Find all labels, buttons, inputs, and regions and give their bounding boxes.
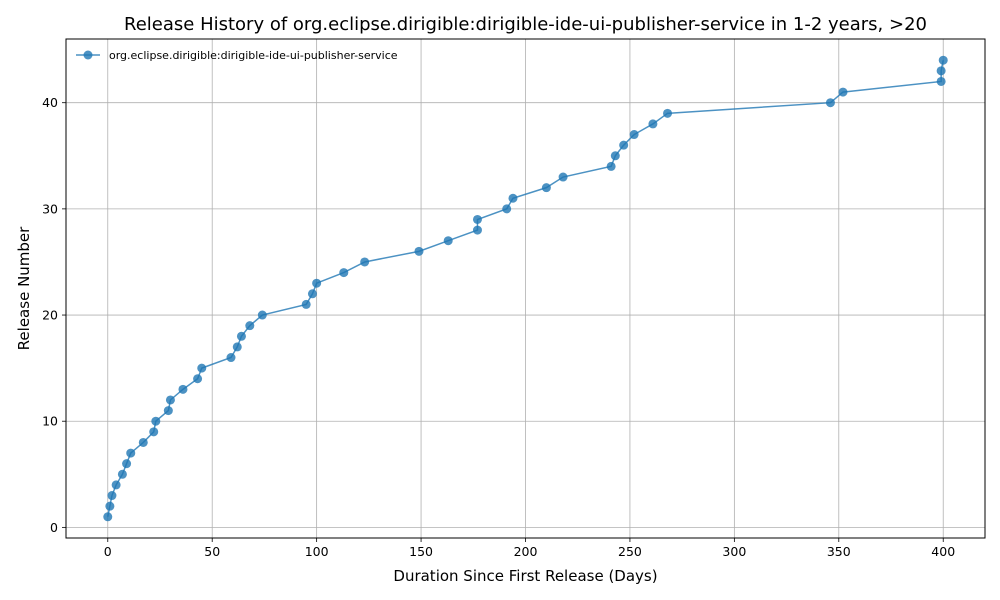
y-axis-label: Release Number (15, 226, 33, 350)
data-point (236, 331, 246, 341)
tick-layer: 0 50 100 150 200 250 300 350 400 0 10 20 30 40 (42, 95, 955, 559)
data-point (165, 395, 175, 405)
x-tick-label: 150 (409, 544, 433, 559)
data-point (226, 353, 236, 363)
data-point (339, 268, 349, 278)
data-point (107, 491, 117, 501)
data-point (838, 87, 848, 97)
data-point (541, 183, 551, 193)
legend-label: org.eclipse.dirigible:dirigible-ide-ui-p… (109, 49, 398, 62)
x-tick-label: 250 (618, 544, 642, 559)
data-point (301, 299, 311, 309)
data-point (619, 140, 629, 150)
data-point (938, 55, 948, 65)
y-tick-label: 10 (42, 414, 58, 429)
data-point (163, 406, 173, 416)
data-point (648, 119, 658, 129)
data-point (502, 204, 512, 214)
data-point (825, 98, 835, 108)
data-point (105, 501, 115, 511)
data-point (126, 448, 136, 458)
data-point (663, 108, 673, 118)
y-tick-label: 20 (42, 308, 58, 323)
chart-title: Release History of org.eclipse.dirigible… (124, 14, 927, 35)
data-point (558, 172, 568, 182)
x-tick-label: 50 (204, 544, 220, 559)
data-point (936, 76, 946, 86)
data-point (232, 342, 242, 352)
data-point (629, 130, 639, 140)
data-point (360, 257, 370, 267)
data-point (122, 459, 132, 469)
data-point (312, 278, 322, 288)
x-tick-label: 100 (305, 544, 329, 559)
data-point (193, 374, 203, 384)
x-tick-label: 350 (827, 544, 851, 559)
data-point (149, 427, 159, 437)
data-point (111, 480, 121, 490)
data-point (197, 363, 207, 373)
legend: org.eclipse.dirigible:dirigible-ide-ui-p… (76, 49, 398, 62)
data-point (117, 469, 127, 479)
y-tick-label: 30 (42, 201, 58, 216)
data-point (472, 225, 482, 235)
legend-marker-swatch (83, 50, 93, 60)
data-point (936, 66, 946, 76)
x-tick-label: 0 (104, 544, 112, 559)
y-tick-label: 40 (42, 95, 58, 110)
data-point (178, 384, 188, 394)
data-point (414, 246, 424, 256)
data-point (443, 236, 453, 246)
x-tick-label: 300 (722, 544, 746, 559)
data-point (307, 289, 317, 299)
data-point (151, 416, 161, 426)
series-layer (103, 55, 948, 522)
data-point (245, 321, 255, 331)
y-tick-label: 0 (50, 520, 58, 535)
grid-layer (66, 39, 985, 538)
data-point (103, 512, 113, 522)
data-point (508, 193, 518, 203)
x-tick-label: 400 (931, 544, 955, 559)
data-point (610, 151, 620, 161)
x-axis-label: Duration Since First Release (Days) (393, 567, 657, 585)
x-tick-label: 200 (514, 544, 538, 559)
data-point (606, 161, 616, 171)
data-point (472, 214, 482, 224)
data-point (138, 437, 148, 447)
data-point (257, 310, 267, 320)
